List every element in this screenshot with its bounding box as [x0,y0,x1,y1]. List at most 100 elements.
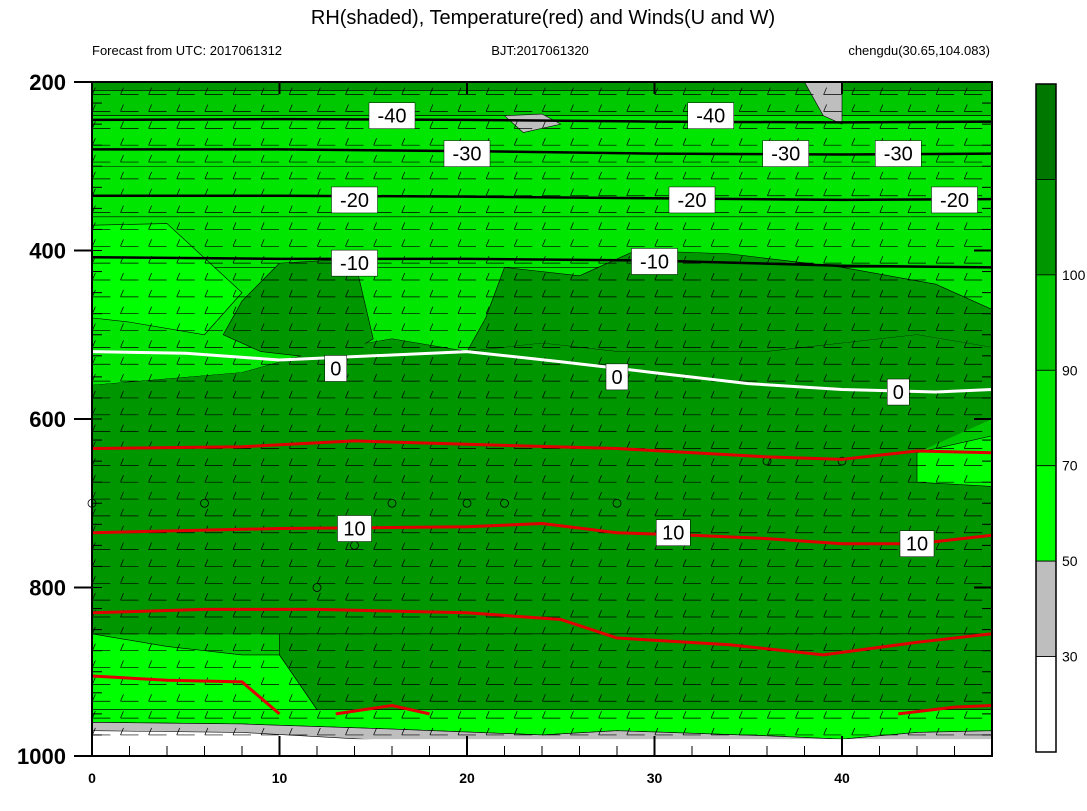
wind-barb-flag [120,407,124,415]
wind-barb-flag [963,272,968,281]
wind-barb-flag [317,390,321,399]
wind-barb-flag [457,710,462,719]
wind-barb-flag [176,727,181,736]
calm-wind-circle [387,498,397,508]
wind-barb-flag [204,205,209,213]
wind-barb-flag [823,373,827,382]
wind-barb-flag [204,104,209,112]
wind-barb-flag [682,323,687,331]
wind-barb-flag [120,121,124,129]
wind-barb-flag [935,407,940,415]
wind-barb-flag [851,694,856,702]
wind-barb-flag [738,138,743,146]
wind-barb-flag [513,121,518,129]
wind-barb-flag [345,475,349,483]
wind-barb-flag [176,694,181,702]
wind-barb-flag [429,289,434,297]
wind-barb-flag [345,222,349,230]
wind-barb-flag [542,154,546,163]
wind-barb-flag [935,508,940,517]
wind-barb-flag [373,660,377,668]
wind-barb-flag [345,138,349,146]
wind-barb-flag [429,154,434,163]
wind-barb-flag [373,87,377,95]
wind-barb-flag [457,559,462,567]
wind-barb-flag [176,289,181,297]
wind-barb-flag [401,677,406,685]
wind-barb-flag [879,559,884,567]
wind-barb-flag [710,272,715,281]
wind-barb-flag [570,727,574,736]
wind-barb-flag [429,357,434,365]
wind-barb-flag [401,475,406,483]
wind-barb-flag [626,154,631,163]
wind-barb-flag [654,222,659,230]
wind-barb-flag [345,424,349,432]
wind-barb-flag [795,171,799,180]
wind-barb-flag [513,272,518,281]
wind-barb-flag [148,205,152,213]
wind-barb-flag [851,609,856,618]
wind-barb-flag [345,171,349,180]
wind-barb-flag [485,306,490,314]
wind-barb-flag [288,660,293,668]
wind-barb-flag [935,373,940,382]
wind-barb-flag [795,239,799,247]
wind-barb-flag [570,559,574,567]
wind-barb-flag [879,592,884,601]
wind-barb-flag [738,710,743,719]
wind-barb-flag [373,171,377,180]
wind-barb-flag [963,660,968,668]
wind-barb-flag [120,171,124,180]
wind-barb-flag [935,491,940,500]
wind-barb-flag [570,289,574,297]
wind-barb-flag [795,694,799,702]
wind-barb-flag [598,104,602,112]
wind-barb-flag [598,458,602,466]
wind-barb-flag [345,390,349,399]
wind-barb-flag [823,424,827,432]
wind-barb-flag [317,677,321,685]
wind-barb-flag [935,727,940,736]
wind-barb-flag [767,576,771,584]
wind-barb-flag [429,104,434,112]
wind-barb-flag [542,626,546,634]
wind-barb-flag [288,205,293,213]
wind-barb-flag [907,205,912,213]
wind-barb-flag [148,222,152,230]
wind-barb-flag [260,171,265,180]
wind-barb-flag [120,239,124,247]
wind-barb-flag [429,239,434,247]
wind-barb-flag [288,576,293,584]
wind-barb-flag [204,373,209,382]
wind-barb-flag [570,239,574,247]
wind-barb-flag [542,542,546,550]
wind-barb-flag [317,188,321,196]
wind-barb-flag [570,592,574,601]
wind-barb-flag [935,306,940,314]
wind-barb-flag [738,475,743,483]
wind-barb-flag [288,592,293,601]
wind-barb-flag [907,188,912,196]
wind-barb-flag [823,475,827,483]
wind-barb-flag [879,222,884,230]
wind-barb-flag [935,340,940,348]
wind-barb-flag [570,104,574,112]
wind-barb-flag [710,677,715,685]
wind-barb-flag [570,390,574,399]
wind-barb-flag [232,559,237,567]
wind-barb-flag [345,104,349,112]
temperature-contour-line [335,703,430,716]
wind-barb-flag [204,154,209,163]
wind-barb-flag [345,121,349,129]
wind-barb-flag [598,677,602,685]
wind-barb-flag [232,323,237,331]
wind-barb-flag [345,727,349,736]
wind-barb-flag [485,508,490,517]
wind-barb-flag [373,542,377,550]
wind-barb-flag [935,222,940,230]
temperature-contour-line [91,117,993,124]
wind-barb-flag [767,188,771,196]
wind-barb-flag [738,289,743,297]
